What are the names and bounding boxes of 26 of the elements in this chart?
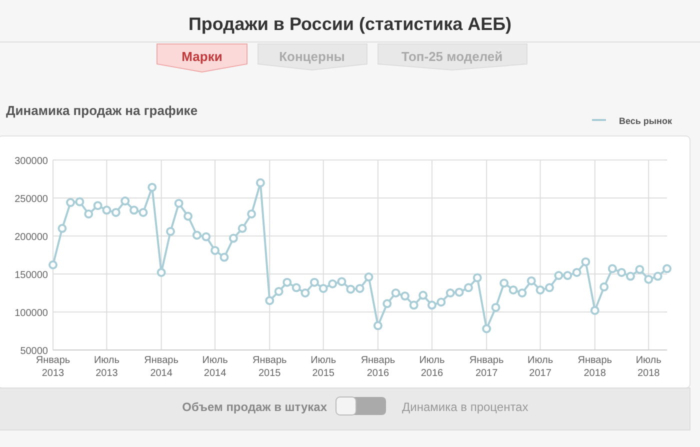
y-tick-label: 50000 — [20, 346, 48, 357]
text: Динамика в процентах — [402, 400, 528, 414]
x-tick-label: Июль 2013 — [94, 355, 120, 379]
y-tick-label: 100000 — [14, 308, 48, 319]
x-tick-label: Июль 2015 — [310, 355, 336, 379]
text: Концерны — [279, 49, 345, 64]
x-tick-label: Январь 2013 — [36, 355, 70, 379]
y-tick-label: 250000 — [14, 194, 48, 205]
chart-subtitle: Динамика продаж на графике — [6, 103, 198, 118]
x-tick-label: Июль 2017 — [528, 355, 554, 379]
x-tick-label: Январь 2018 — [578, 355, 612, 379]
x-tick-label: Январь 2015 — [252, 355, 287, 379]
chart-title: Продажи в России (статистика АЕБ) — [188, 14, 512, 34]
y-tick-label: 150000 — [14, 270, 48, 281]
text: Топ-25 моделей — [401, 49, 503, 64]
text: Марки — [182, 49, 222, 64]
text: Объем продаж в штуках — [182, 400, 328, 414]
y-tick-label: 200000 — [14, 232, 48, 243]
y-tick-label: 300000 — [14, 156, 48, 167]
x-tick-label: Январь 2017 — [469, 355, 504, 379]
x-tick-label: Январь 2016 — [360, 355, 396, 379]
x-tick-label: Июль 2016 — [419, 355, 445, 379]
x-tick-label: Июль 2014 — [202, 355, 228, 379]
legend-label: Весь рынок — [618, 116, 672, 126]
x-tick-label: Январь 2014 — [144, 355, 178, 379]
x-tick-label: Июль 2018 — [636, 355, 662, 379]
